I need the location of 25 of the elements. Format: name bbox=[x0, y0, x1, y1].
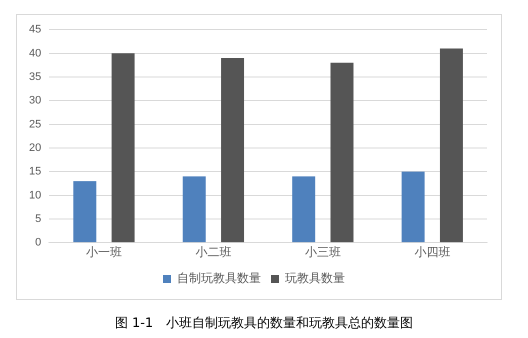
x-tick-label: 小三班 bbox=[304, 245, 341, 260]
y-tick-label: 30 bbox=[28, 94, 42, 107]
legend-label: 玩教具数量 bbox=[285, 271, 345, 286]
bar bbox=[402, 172, 425, 242]
bar bbox=[221, 58, 244, 242]
y-tick-label: 25 bbox=[28, 118, 42, 130]
bar bbox=[112, 53, 135, 242]
x-tick-label: 小一班 bbox=[86, 245, 122, 260]
y-tick-label: 15 bbox=[28, 166, 42, 178]
y-tick-label: 20 bbox=[28, 142, 42, 154]
y-tick-label: 35 bbox=[28, 70, 42, 83]
x-tick-label: 小二班 bbox=[195, 245, 232, 260]
y-tick-label: 5 bbox=[35, 212, 42, 225]
x-tick-label: 小四班 bbox=[414, 245, 450, 260]
caption: 图 1-1 小班自制玩教具的数量和玩教具总的数量图 bbox=[114, 315, 414, 332]
legend-label: 自制玩教具数量 bbox=[177, 271, 261, 286]
bar bbox=[292, 176, 316, 242]
y-tick-label: 45 bbox=[28, 24, 42, 36]
y-tick-label: 0 bbox=[35, 236, 42, 249]
bar bbox=[73, 181, 96, 242]
bar bbox=[440, 48, 463, 242]
y-tick-label: 10 bbox=[28, 189, 42, 202]
bar bbox=[182, 176, 206, 242]
bar bbox=[330, 62, 354, 242]
y-tick-label: 40 bbox=[28, 47, 42, 60]
